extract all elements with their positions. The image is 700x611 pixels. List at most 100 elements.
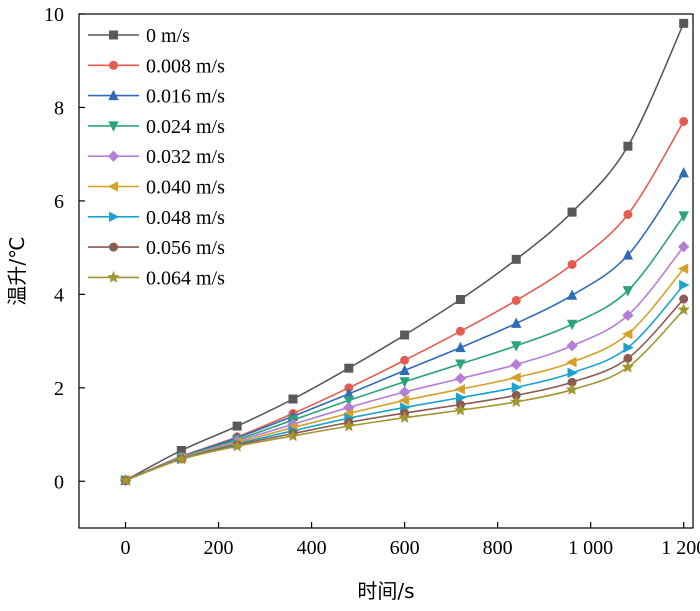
data-point — [454, 403, 467, 416]
data-point — [400, 330, 410, 340]
data-point — [566, 356, 577, 368]
y-tick-label: 4 — [54, 284, 64, 306]
data-point — [511, 382, 523, 393]
legend-marker — [109, 30, 119, 40]
data-point — [398, 395, 410, 406]
legend-label: 0.008 m/s — [146, 55, 225, 77]
data-point — [565, 383, 579, 395]
data-point — [511, 317, 522, 328]
legend: 0 m/s 0.008 m/s 0.016 m/s 0.024 m/s 0.032 m/… — [88, 25, 225, 289]
data-point — [511, 341, 522, 352]
data-point — [566, 340, 578, 352]
legend-marker — [109, 242, 119, 252]
y-tick-label: 0 — [54, 471, 64, 493]
legend-label: 0.056 m/s — [146, 237, 225, 259]
data-point — [455, 359, 466, 370]
legend-marker — [108, 89, 119, 101]
data-point — [623, 141, 633, 151]
data-point — [679, 294, 689, 304]
data-point — [343, 395, 354, 407]
legend-label: 0.064 m/s — [146, 267, 225, 289]
data-point — [622, 328, 633, 340]
data-point — [454, 372, 467, 385]
data-point — [679, 279, 690, 291]
data-point — [400, 355, 410, 365]
data-point — [567, 207, 577, 217]
x-tick-label: 1 200 — [661, 537, 700, 559]
plot-frame — [78, 13, 694, 529]
series-line-4 — [125, 215, 685, 482]
y-tick-label: 6 — [54, 191, 64, 213]
x-axis-title: 时间/s — [357, 579, 414, 603]
data-point — [677, 263, 689, 274]
x-tick-label: 1 000 — [568, 537, 613, 559]
data-point — [679, 116, 689, 126]
data-point — [232, 421, 242, 431]
data-point — [567, 367, 578, 379]
series-line-3 — [125, 172, 685, 482]
data-point — [567, 259, 577, 269]
legend-marker — [109, 211, 120, 222]
data-point — [230, 439, 244, 452]
x-tick-label: 800 — [483, 537, 513, 559]
legend-label: 0.040 m/s — [146, 177, 225, 199]
y-axis: 0 2 4 6 8 10 — [44, 4, 85, 493]
data-point — [175, 452, 188, 465]
data-point — [678, 241, 690, 253]
data-point — [344, 363, 354, 373]
x-axis: 0 200 400 600 800 1 000 1 200 — [121, 522, 700, 559]
legend-label: 0.048 m/s — [146, 207, 225, 229]
legend-label: 0.024 m/s — [146, 116, 225, 138]
legend-label: 0 m/s — [146, 25, 190, 47]
data-point — [623, 342, 634, 353]
data-point — [399, 377, 410, 388]
data-point — [119, 473, 132, 486]
series-line-2 — [125, 121, 685, 482]
data-point — [621, 360, 635, 373]
data-point — [288, 394, 298, 404]
data-point — [677, 303, 690, 316]
data-point — [622, 249, 634, 260]
legend-marker — [107, 150, 120, 162]
legend-marker — [108, 121, 119, 132]
data-point — [342, 419, 355, 432]
data-point — [622, 309, 634, 322]
data-point — [455, 295, 465, 305]
data-point — [398, 411, 411, 423]
legend-label: 0.032 m/s — [146, 146, 225, 168]
data-point — [286, 429, 300, 442]
data-point — [510, 395, 523, 408]
legend-marker — [107, 270, 120, 283]
data-point — [399, 364, 410, 376]
x-tick-label: 600 — [390, 537, 420, 559]
legend-marker — [107, 181, 118, 192]
data-point — [678, 211, 689, 222]
series-markers — [119, 18, 690, 487]
series-line-1 — [125, 23, 685, 482]
x-tick-label: 200 — [204, 537, 234, 559]
data-point — [566, 319, 578, 331]
data-point — [678, 166, 689, 178]
legend-label: 0.016 m/s — [146, 86, 225, 108]
y-tick-label: 2 — [54, 378, 64, 400]
data-point — [623, 209, 633, 219]
data-point — [455, 392, 467, 403]
data-point — [454, 384, 465, 395]
data-point — [622, 286, 634, 297]
y-axis-title: 温升/℃ — [5, 236, 29, 305]
data-point — [566, 289, 578, 300]
y-tick-label: 10 — [44, 4, 64, 26]
y-tick-label: 8 — [54, 97, 64, 119]
data-point — [511, 254, 521, 264]
data-point — [510, 358, 522, 371]
data-point — [455, 326, 465, 336]
data-point — [679, 18, 689, 28]
x-tick-label: 0 — [121, 537, 131, 559]
data-point — [455, 341, 466, 353]
data-point — [511, 295, 521, 305]
legend-marker — [109, 60, 119, 70]
x-tick-label: 400 — [297, 537, 327, 559]
data-point — [510, 372, 521, 383]
data-point — [398, 386, 411, 398]
